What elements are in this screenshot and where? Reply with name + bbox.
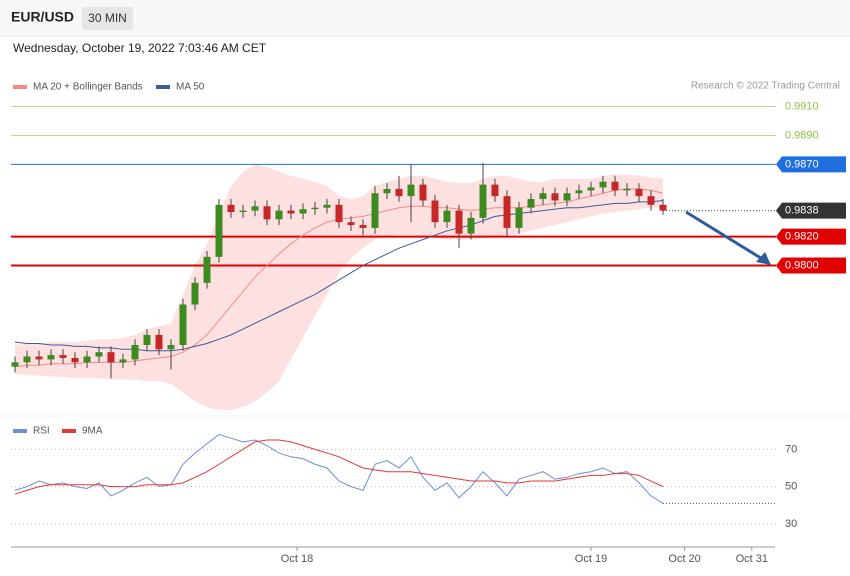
level-label: 0.9910 (785, 100, 819, 112)
legend-swatch (13, 85, 27, 89)
x-tick-label: Oct 20 (668, 553, 700, 565)
timestamp: Wednesday, October 19, 2022 7:03:46 AM C… (13, 41, 267, 55)
level-label: 0.9800 (785, 259, 819, 271)
candle-body (287, 210, 295, 214)
candle-body (323, 204, 331, 208)
candle-body (551, 193, 559, 201)
level-tag (776, 257, 846, 274)
candle-body (107, 352, 115, 363)
legend-label: 9MA (82, 426, 103, 437)
candle-body (479, 184, 487, 218)
candle-body (383, 188, 391, 194)
x-tick-label: Oct 31 (736, 553, 768, 565)
candle-body (539, 193, 547, 200)
candle-body (131, 344, 139, 360)
legend-swatch (156, 85, 170, 89)
candle-body (311, 207, 319, 210)
candle-body (335, 204, 343, 223)
x-tick-label: Oct 18 (281, 553, 313, 565)
candle-body (239, 210, 247, 213)
interval[interactable]: 30 MIN (88, 11, 127, 25)
legend-label: RSI (33, 426, 50, 437)
toolbar (0, 0, 850, 37)
ma-line (14, 199, 664, 352)
candle-body (119, 359, 127, 363)
interval-badge[interactable] (82, 7, 133, 30)
legend-swatch (62, 429, 76, 433)
candle-body (47, 355, 55, 360)
level-label: 0.9820 (785, 231, 819, 243)
legend-swatch (13, 429, 27, 433)
candle-body (467, 217, 475, 234)
candle-body (587, 187, 595, 191)
candle-body (95, 352, 103, 357)
level-label: 0.9890 (785, 129, 819, 141)
level-tag (776, 202, 846, 219)
rsi-line (14, 439, 664, 495)
candle-body (371, 193, 379, 228)
y-tick-label: 50 (785, 481, 797, 493)
candle-body (191, 282, 199, 305)
level-label: 0.9870 (785, 158, 819, 170)
candle-body (527, 199, 535, 208)
candle-body (299, 209, 307, 214)
candle-body (83, 356, 91, 363)
y-tick-label: 70 (785, 443, 797, 455)
candle-body (263, 206, 271, 220)
candle-body (563, 193, 571, 201)
candle-body (455, 210, 463, 234)
candle-body (443, 210, 451, 223)
candle-body (227, 204, 235, 213)
candle-body (431, 200, 439, 223)
candle-body (179, 304, 187, 345)
candle-body (491, 184, 499, 197)
credit: Research © 2022 Trading Central (691, 81, 840, 92)
candle-body (11, 362, 19, 367)
level-tag (776, 228, 846, 245)
x-tick-label: Oct 19 (575, 553, 607, 565)
candle-body (515, 207, 523, 228)
candle-body (275, 210, 283, 220)
candle-body (215, 204, 223, 257)
forecast-arrow (685, 210, 765, 262)
candle-body (647, 196, 655, 205)
level-label: 0.9838 (785, 205, 819, 217)
candle-body (395, 188, 403, 197)
legend-label: MA 20 + Bollinger Bands (33, 82, 143, 93)
candle-body (35, 356, 43, 360)
forecast-arrowhead (756, 252, 771, 265)
candle-body (407, 184, 415, 197)
candle-body (167, 344, 175, 350)
candle-body (71, 357, 79, 363)
legend-label: MA 50 (176, 82, 205, 93)
rsi-line (14, 433, 664, 504)
candle-body (623, 188, 631, 191)
candle-body (503, 196, 511, 228)
candle-body (659, 204, 667, 211)
candle-body (635, 188, 643, 197)
candle-body (419, 184, 427, 201)
candle-body (155, 334, 163, 350)
candle-body (347, 222, 355, 226)
y-tick-label: 30 (785, 518, 797, 530)
symbol: EUR/USD (11, 9, 74, 25)
level-tag (776, 156, 846, 173)
candle-body (359, 225, 367, 228)
bollinger-band (15, 164, 663, 410)
candle-body (611, 181, 619, 191)
candle-body (143, 334, 151, 345)
candle-body (251, 206, 259, 211)
candle-body (575, 190, 583, 194)
candle-body (599, 181, 607, 188)
candle-body (23, 356, 31, 363)
candle-body (203, 256, 211, 283)
candle-body (59, 355, 67, 358)
